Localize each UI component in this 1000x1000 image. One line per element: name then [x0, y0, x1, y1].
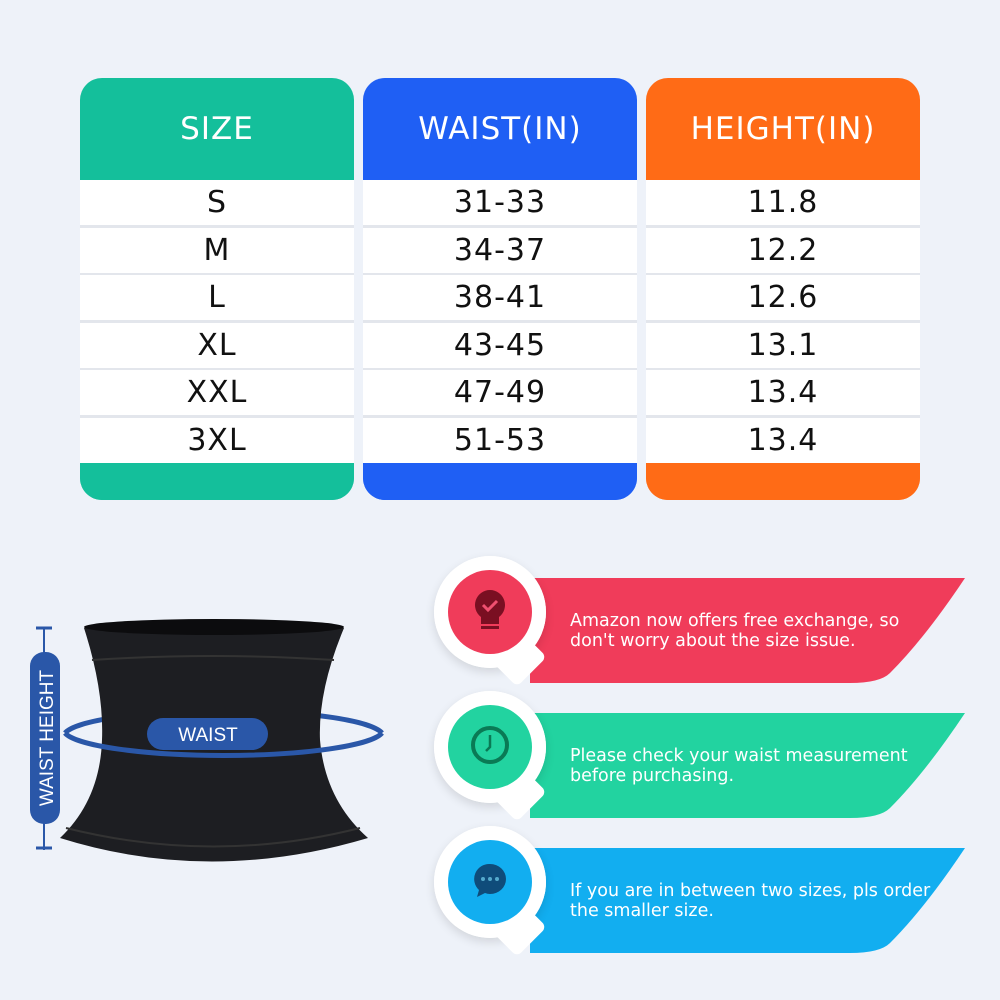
tip-icon-badge: [434, 691, 547, 822]
waist-height-label: WAIST HEIGHT: [37, 670, 58, 807]
table-cell: 43-45: [363, 322, 637, 368]
tip-banner: If you are in between two sizes, pls ord…: [530, 848, 965, 953]
tip-banner: Amazon now offers free exchange, so don'…: [530, 578, 965, 683]
tip-icon-badge: [434, 556, 547, 687]
waist-trainer-illustration: WAIST WAIST HEIGHT: [30, 619, 384, 862]
table-cell: 51-53: [363, 417, 637, 463]
table-cell: 13.1: [646, 322, 920, 368]
table-cell: XXL: [80, 370, 354, 415]
table-cell: 3XL: [80, 417, 354, 463]
table-cell: 13.4: [646, 370, 920, 415]
table-cell: 12.2: [646, 227, 920, 273]
column-2: HEIGHT(IN) 11.8 12.2 12.6 13.1 13.4 13.4: [646, 78, 920, 500]
column-0: SIZE S M L XL XXL 3XL: [80, 78, 354, 500]
table-cell: M: [80, 227, 354, 273]
waist-ring-front: [63, 731, 384, 758]
waist-label: WAIST: [178, 725, 238, 746]
table-cell: 12.6: [646, 275, 920, 320]
column-header: SIZE: [180, 111, 254, 147]
column-header: HEIGHT(IN): [690, 111, 876, 147]
table-cell: 11.8: [646, 180, 920, 225]
table-cell: XL: [80, 322, 354, 368]
table-cell: L: [80, 275, 354, 320]
tip-text: Amazon now offers free exchange, so don'…: [570, 610, 900, 651]
lightbulb-check-icon: [470, 588, 510, 636]
clock-icon: [468, 723, 512, 771]
tip-text: If you are in between two sizes, pls ord…: [570, 880, 931, 921]
table-cell: S: [80, 180, 354, 225]
column-1: WAIST(IN) 31-33 34-37 38-41 43-45 47-49 51-53: [363, 78, 637, 500]
table-cell: 47-49: [363, 370, 637, 415]
table-cell: 13.4: [646, 417, 920, 463]
tip-text: Please check your waist measurement befo…: [570, 745, 908, 786]
column-header: WAIST(IN): [418, 111, 582, 147]
table-cell: 31-33: [363, 180, 637, 225]
tip-banner: Please check your waist measurement befo…: [530, 713, 965, 818]
table-cell: 34-37: [363, 227, 637, 273]
chat-bubble-icon: [470, 860, 510, 904]
tip-icon-badge: [434, 826, 547, 957]
table-cell: 38-41: [363, 275, 637, 320]
